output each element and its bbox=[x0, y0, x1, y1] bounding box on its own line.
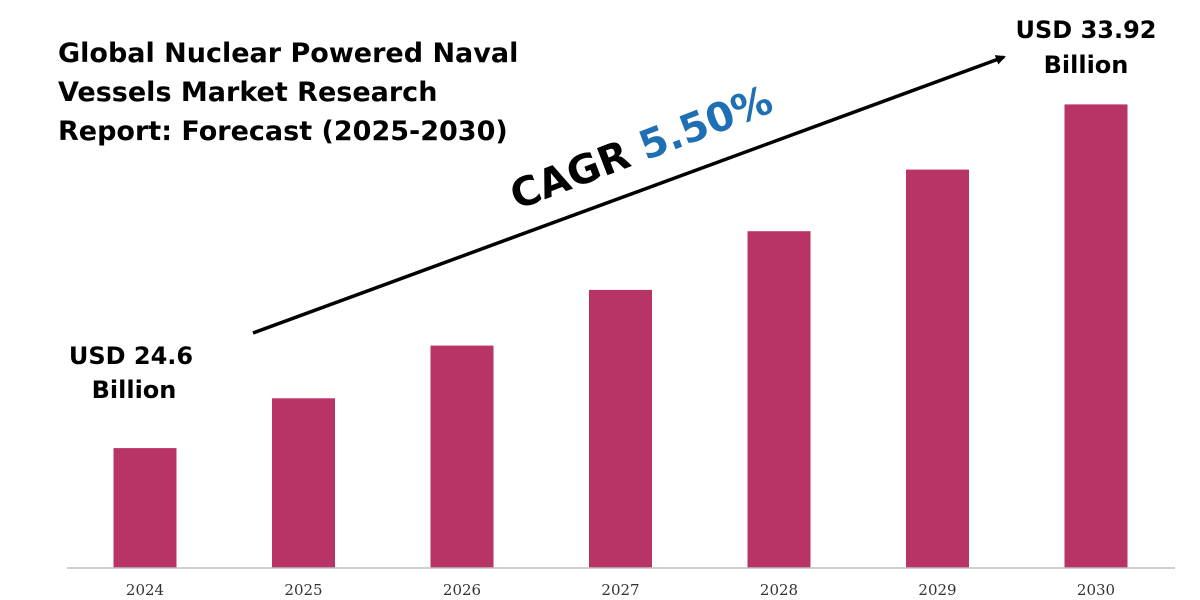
start-value-line-2: Billion bbox=[92, 376, 177, 404]
x-tick-label-2029: 2029 bbox=[918, 581, 956, 599]
cagr-value: 5.50% bbox=[633, 77, 779, 170]
x-tick-label-2026: 2026 bbox=[443, 581, 481, 599]
start-value-callout: USD 24.6 Billion bbox=[69, 342, 193, 404]
x-axis-tick-labels: 2024 2025 2026 2027 2028 2029 2030 bbox=[126, 581, 1115, 599]
x-tick-label-2028: 2028 bbox=[760, 581, 798, 599]
chart-title-line-3: Report: Forecast (2025-2030) bbox=[58, 116, 508, 147]
chart-title-line-2: Vessels Market Research bbox=[58, 77, 437, 108]
cagr-annotation: CAGR5.50% bbox=[504, 77, 779, 219]
x-tick-label-2024: 2024 bbox=[126, 581, 164, 599]
x-tick-label-2030: 2030 bbox=[1077, 581, 1115, 599]
chart-title: Global Nuclear Powered Naval Vessels Mar… bbox=[58, 38, 518, 147]
bar-2029 bbox=[906, 169, 969, 568]
bar-2028 bbox=[747, 231, 811, 568]
end-value-callout: USD 33.92 Billion bbox=[1016, 16, 1157, 79]
bar-2024 bbox=[113, 448, 177, 568]
x-tick-label-2025: 2025 bbox=[284, 581, 322, 599]
x-tick-label-2027: 2027 bbox=[601, 581, 639, 599]
end-value-line-1: USD 33.92 bbox=[1016, 16, 1157, 44]
bar-2030 bbox=[1064, 104, 1128, 569]
cagr-label: CAGR bbox=[504, 132, 636, 219]
bar-series bbox=[113, 104, 1128, 569]
growth-trend-arrow bbox=[252, 55, 1006, 335]
end-value-line-2: Billion bbox=[1044, 51, 1129, 79]
start-value-line-1: USD 24.6 bbox=[69, 342, 193, 370]
bar-2026 bbox=[430, 345, 494, 568]
bar-2025 bbox=[272, 398, 335, 568]
chart-title-line-1: Global Nuclear Powered Naval bbox=[58, 38, 518, 69]
bar-2027 bbox=[589, 289, 652, 568]
